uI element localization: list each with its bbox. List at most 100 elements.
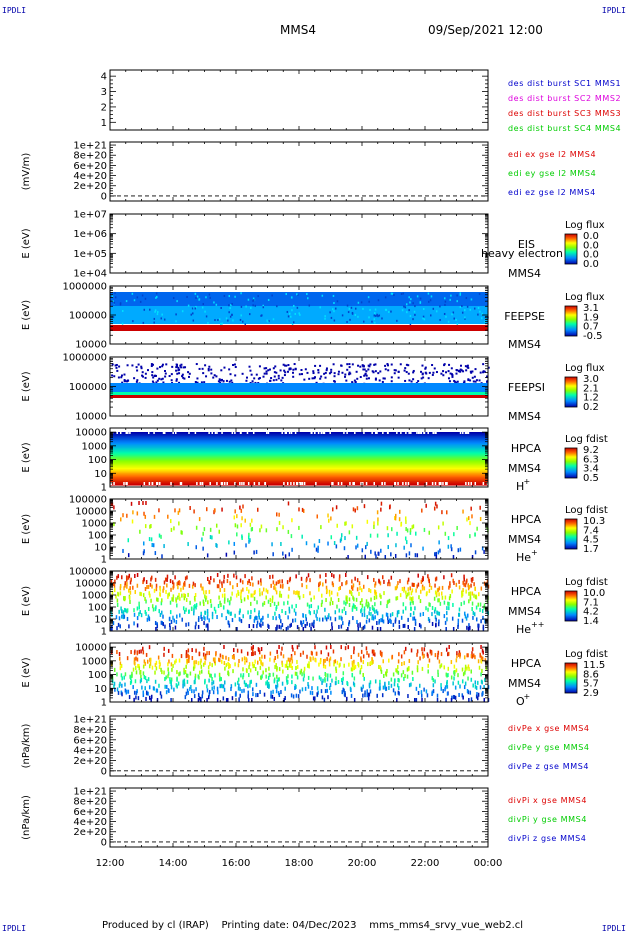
spectro-pixel xyxy=(126,608,129,613)
spectro-pixel xyxy=(142,593,145,598)
spectro-pixel xyxy=(364,545,367,550)
spectro-pixel xyxy=(348,662,350,667)
spectro-pixel xyxy=(360,658,362,663)
spectro-pixel xyxy=(324,376,327,379)
spectro-pixel xyxy=(275,616,277,621)
spectro-pixel xyxy=(191,584,194,589)
spectro-pixel xyxy=(448,363,451,366)
spectro-pixel xyxy=(444,303,446,306)
spectro-pixel xyxy=(477,680,479,685)
spectro-pixel xyxy=(169,679,171,684)
spectro-pixel xyxy=(144,686,146,691)
spectro-pixel xyxy=(366,650,368,655)
spectro-pixel xyxy=(446,611,448,616)
spectro-pixel xyxy=(249,615,251,620)
y-tick-label: 4 xyxy=(101,72,107,83)
spectro-pixel xyxy=(441,585,444,590)
spectro-pixel xyxy=(362,684,364,689)
spectro-pixel xyxy=(341,680,344,685)
spectro-pixel xyxy=(144,376,147,379)
spectro-pixel xyxy=(374,321,376,324)
spectro-pixel xyxy=(288,431,291,434)
spectro-pixel xyxy=(136,616,139,621)
spectro-pixel xyxy=(315,613,317,618)
spectro-pixel xyxy=(294,686,296,691)
spectro-pixel xyxy=(134,590,137,595)
spectro-pixel xyxy=(320,689,323,694)
spectro-pixel xyxy=(228,601,231,606)
spectro-pixel xyxy=(237,590,239,595)
spectro-pixel xyxy=(284,663,287,668)
spectro-pixel xyxy=(244,323,247,326)
spectro-pixel xyxy=(248,665,250,670)
spectro-pixel xyxy=(300,620,302,625)
spectro-pixel xyxy=(178,658,181,663)
spectro-pixel xyxy=(411,599,413,604)
spectro-pixel xyxy=(192,307,195,310)
spectro-pixel xyxy=(183,667,185,672)
colorbar-label: 0.0 xyxy=(583,250,599,261)
spectro-pixel xyxy=(315,482,317,485)
spectro-pixel xyxy=(367,692,369,697)
colorbar-label: 5.7 xyxy=(583,679,599,690)
spectro-pixel xyxy=(158,508,160,513)
spectro-pixel xyxy=(390,683,393,688)
spectro-pixel xyxy=(405,594,408,599)
footer: Produced by cl (IRAP) Printing date: 04/… xyxy=(102,920,523,931)
spectro-pixel xyxy=(340,364,343,367)
spectro-pixel xyxy=(463,577,465,582)
spectro-pixel xyxy=(144,587,147,592)
spectro-pixel xyxy=(319,657,322,662)
spectro-pixel xyxy=(451,313,453,316)
spectro-pixel xyxy=(351,524,354,529)
spectro-pixel xyxy=(295,603,297,608)
spectro-pixel xyxy=(130,676,132,681)
spectro-pixel xyxy=(230,684,233,689)
spectro-pixel xyxy=(451,695,453,700)
spectro-pixel xyxy=(359,586,361,591)
spectro-pixel xyxy=(274,665,276,670)
spectro-pixel xyxy=(286,370,289,373)
spectro-pixel xyxy=(116,431,118,434)
spectro-pixel xyxy=(363,374,366,377)
spectro-pixel xyxy=(239,578,242,583)
spectro-pixel xyxy=(283,698,285,702)
spectro-pixel xyxy=(375,554,377,559)
colorbar-label: 11.5 xyxy=(583,660,605,671)
spectro-pixel xyxy=(464,670,466,675)
spectro-pixel xyxy=(475,685,478,690)
spectro-pixel xyxy=(408,309,410,312)
spectro-pixel xyxy=(304,368,307,371)
spectro-pixel xyxy=(332,482,334,485)
spectro-pixel xyxy=(171,653,174,658)
spectro-pixel xyxy=(331,507,334,512)
spectro-pixel xyxy=(391,527,393,532)
spectro-pixel xyxy=(239,482,241,485)
spectro-pixel xyxy=(247,580,249,585)
spectro-pixel xyxy=(395,596,397,601)
spectro-pixel xyxy=(375,595,378,600)
spectro-pixel xyxy=(189,686,191,691)
spectro-pixel xyxy=(399,593,402,598)
spectro-pixel xyxy=(344,693,346,698)
spectro-pixel xyxy=(342,621,344,626)
spectro-pixel xyxy=(445,315,447,318)
spectro-pixel xyxy=(314,696,316,701)
spectro-pixel xyxy=(474,684,477,689)
spectro-pixel xyxy=(139,669,142,674)
spectro-pixel xyxy=(417,690,420,695)
spectro-pixel xyxy=(222,696,225,701)
spectro-pixel xyxy=(405,527,407,532)
spectro-pixel xyxy=(200,698,202,702)
spectro-pixel xyxy=(376,693,378,698)
spectro-pixel xyxy=(324,689,327,694)
spectro-pixel xyxy=(380,669,383,674)
spectro-pixel xyxy=(346,431,348,434)
y-tick-label: 1000 xyxy=(82,441,107,452)
spectro-pixel xyxy=(159,482,161,485)
spectro-pixel xyxy=(355,597,358,602)
spectro-pixel xyxy=(397,670,400,675)
spectro-pixel xyxy=(303,378,306,381)
spectro-pixel xyxy=(327,615,329,620)
spectro-pixel xyxy=(187,592,189,597)
